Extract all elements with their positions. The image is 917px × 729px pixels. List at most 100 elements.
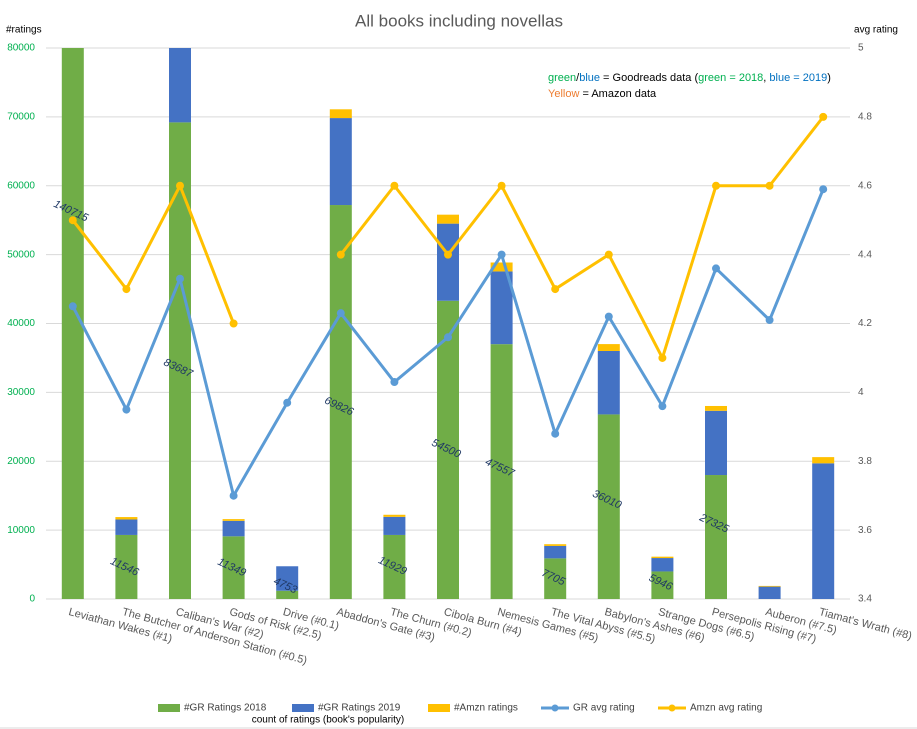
bars [61, 48, 835, 599]
legend-swatch [158, 704, 180, 712]
bar-segment [115, 534, 138, 599]
line-marker [229, 319, 238, 328]
legend-label: Amzn avg rating [690, 703, 762, 714]
bar-segment [490, 262, 513, 272]
annotation-part: , [763, 72, 769, 84]
annotation-part: = Goodreads data ( [600, 72, 698, 84]
annotation: Yellow = Amazon data [548, 88, 657, 100]
bar-segment [705, 405, 727, 411]
y-tick-label: 60000 [7, 180, 35, 191]
chart-title: All books including novellas [355, 11, 563, 30]
y2-tick-label: 4.6 [858, 180, 872, 191]
line-marker [336, 309, 345, 318]
y-tick-label: 40000 [7, 318, 35, 329]
line-marker [336, 250, 345, 259]
line-marker [765, 316, 774, 325]
bar-segment [437, 214, 459, 224]
line-marker [819, 185, 828, 194]
line-marker [604, 250, 613, 259]
legend-label: #GR Ratings 2019 [318, 703, 401, 714]
bar-segment [383, 516, 406, 535]
bar-segment [115, 517, 138, 520]
annotation: green/blue = Goodreads data (green = 201… [548, 72, 831, 84]
bar-segment [169, 122, 191, 599]
x-axis-title: count of ratings (book's popularity) [252, 715, 405, 726]
legend-label: #Amzn ratings [454, 703, 518, 714]
bar-segment [597, 350, 620, 415]
bar-segment [437, 300, 459, 599]
legend-swatch [428, 704, 450, 712]
line-marker [658, 402, 667, 411]
bar-segment [651, 556, 674, 559]
y2-tick-label: 5 [858, 43, 864, 54]
y-tick-label: 30000 [7, 387, 35, 398]
y-tick-label: 70000 [7, 112, 35, 123]
y2-tick-label: 3.8 [858, 456, 872, 467]
bar-segment [812, 457, 835, 464]
bar-segment [544, 558, 567, 599]
bar-segment [115, 519, 138, 535]
bar-segment [329, 109, 352, 119]
legend-label: #GR Ratings 2018 [184, 703, 267, 714]
bar-segment [329, 205, 352, 599]
annotation-part: blue [579, 72, 600, 84]
bar-segment [222, 536, 245, 599]
y2-axis-title: avg rating [854, 25, 898, 36]
line-marker [551, 429, 560, 438]
bar-segment [383, 534, 406, 599]
legend-swatch [292, 704, 314, 712]
line-marker [551, 285, 560, 294]
legend-marker [551, 704, 559, 712]
line-marker [444, 333, 452, 342]
bar-segment [597, 344, 620, 351]
y2-tick-label: 4.8 [858, 112, 872, 123]
bar-segment [651, 558, 674, 572]
bar-segment [222, 519, 245, 521]
annotation-part: green [548, 72, 576, 84]
line-marker [497, 181, 506, 190]
line-marker [390, 378, 399, 387]
annotation-part: ) [827, 72, 831, 84]
bar-segment [758, 585, 781, 587]
bar-segment [544, 544, 567, 546]
line-marker [444, 250, 452, 259]
line [71, 184, 235, 325]
bar-segment [812, 463, 835, 599]
line-marker [229, 491, 238, 500]
line-marker [765, 181, 774, 190]
bar-segment [705, 475, 727, 599]
bar-segment [329, 118, 352, 206]
y2-tick-label: 4.2 [858, 318, 872, 329]
line-marker [658, 353, 667, 362]
line-marker [122, 405, 131, 414]
y2-tick-label: 4 [858, 387, 864, 398]
line-marker [176, 274, 184, 283]
bar-segment [758, 586, 781, 599]
y2-tick-label: 4.4 [858, 249, 872, 260]
annotation-part: = Amazon data [579, 88, 657, 100]
bar-segment [544, 545, 567, 559]
y-axis-title: #ratings [6, 25, 42, 36]
bar-segment [705, 410, 727, 476]
bar-segment [276, 590, 299, 599]
bar-segment [597, 414, 620, 599]
bar-segment [169, 48, 191, 123]
annotation-part: Yellow [548, 88, 579, 100]
line-marker [390, 181, 399, 190]
line-marker [819, 112, 828, 121]
line [339, 115, 825, 360]
line-marker [68, 302, 77, 311]
line-marker [497, 250, 506, 259]
y-tick-label: 50000 [7, 249, 35, 260]
y2-tick-label: 3.6 [858, 525, 872, 536]
bar-segment [437, 223, 459, 301]
line-marker [176, 181, 184, 190]
y-tick-label: 20000 [7, 456, 35, 467]
annotation-part: blue = 2019 [769, 72, 827, 84]
bar-segment [222, 520, 245, 537]
bar-segment [383, 514, 406, 517]
bar-segment [276, 566, 299, 591]
line-marker [712, 264, 720, 273]
